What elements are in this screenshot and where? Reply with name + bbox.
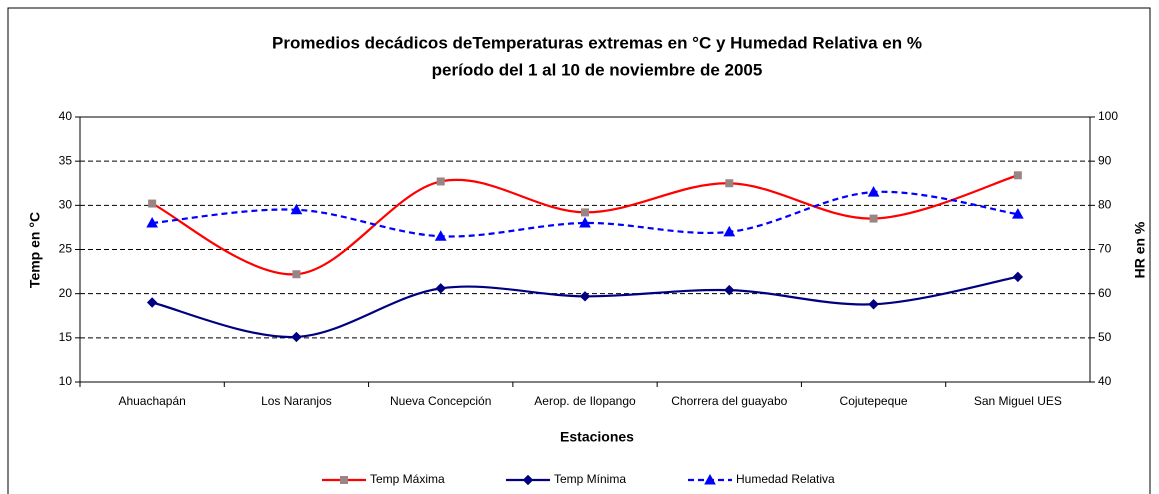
- y2-tick-label: 70: [1098, 242, 1112, 256]
- marker: [867, 186, 880, 197]
- marker: [868, 299, 879, 310]
- marker: [1012, 208, 1024, 219]
- marker: [146, 216, 158, 228]
- legend-marker: [340, 476, 348, 484]
- legend-marker: [704, 473, 716, 485]
- marker: [291, 331, 302, 343]
- y-axis-title: Temp en °C: [27, 212, 43, 288]
- legend-label: Temp Máxima: [370, 472, 445, 486]
- plot-frame: [79, 116, 1091, 383]
- x-tick-label: San Miguel UES: [974, 394, 1062, 408]
- x-tick-label: Aerop. de Ilopango: [534, 394, 636, 408]
- x-tick-label: Ahuachapán: [118, 394, 185, 408]
- marker: [436, 177, 445, 186]
- y2-tick-label: 100: [1098, 109, 1118, 123]
- y-tick-label: 30: [59, 198, 73, 212]
- marker: [148, 199, 157, 208]
- marker: [579, 291, 591, 302]
- legend-marker: [522, 474, 534, 486]
- marker: [1012, 271, 1024, 283]
- legend-label: Temp Mínima: [554, 472, 626, 486]
- y-tick-label: 10: [59, 374, 73, 388]
- marker: [723, 225, 736, 237]
- y-tick-label: 35: [59, 153, 73, 167]
- y-tick-label: 15: [59, 330, 73, 344]
- marker: [434, 230, 447, 241]
- marker: [869, 214, 878, 223]
- marker: [725, 179, 734, 188]
- y2-tick-label: 40: [1098, 374, 1112, 388]
- marker: [290, 203, 303, 215]
- legend-label: Humedad Relativa: [736, 472, 835, 486]
- y2-tick-label: 60: [1098, 286, 1112, 300]
- x-tick-label: Nueva Concepción: [390, 394, 491, 408]
- y2-tick-label: 50: [1098, 330, 1112, 344]
- marker: [435, 283, 446, 294]
- y-tick-label: 20: [59, 286, 73, 300]
- marker: [724, 284, 735, 296]
- y-tick-label: 40: [59, 109, 73, 123]
- y2-tick-label: 80: [1098, 198, 1112, 212]
- x-tick-label: Cojutepeque: [840, 394, 908, 408]
- marker: [581, 208, 589, 217]
- marker: [292, 270, 301, 279]
- y2-tick-label: 90: [1098, 153, 1112, 167]
- x-axis-title: Estaciones: [560, 429, 634, 445]
- marker: [146, 297, 158, 308]
- x-tick-label: Los Naranjos: [261, 394, 332, 408]
- marker: [579, 216, 591, 228]
- chart-subtitle: período del 1 al 10 de noviembre de 2005: [432, 60, 763, 79]
- marker: [1013, 171, 1022, 180]
- x-tick-label: Chorrera del guayabo: [671, 394, 787, 408]
- chart-title: Promedios decádicos deTemperaturas extre…: [272, 33, 922, 52]
- y-tick-label: 25: [59, 242, 73, 256]
- y2-axis-title: HR en %: [1132, 221, 1148, 278]
- chart-frame: [7, 7, 1151, 494]
